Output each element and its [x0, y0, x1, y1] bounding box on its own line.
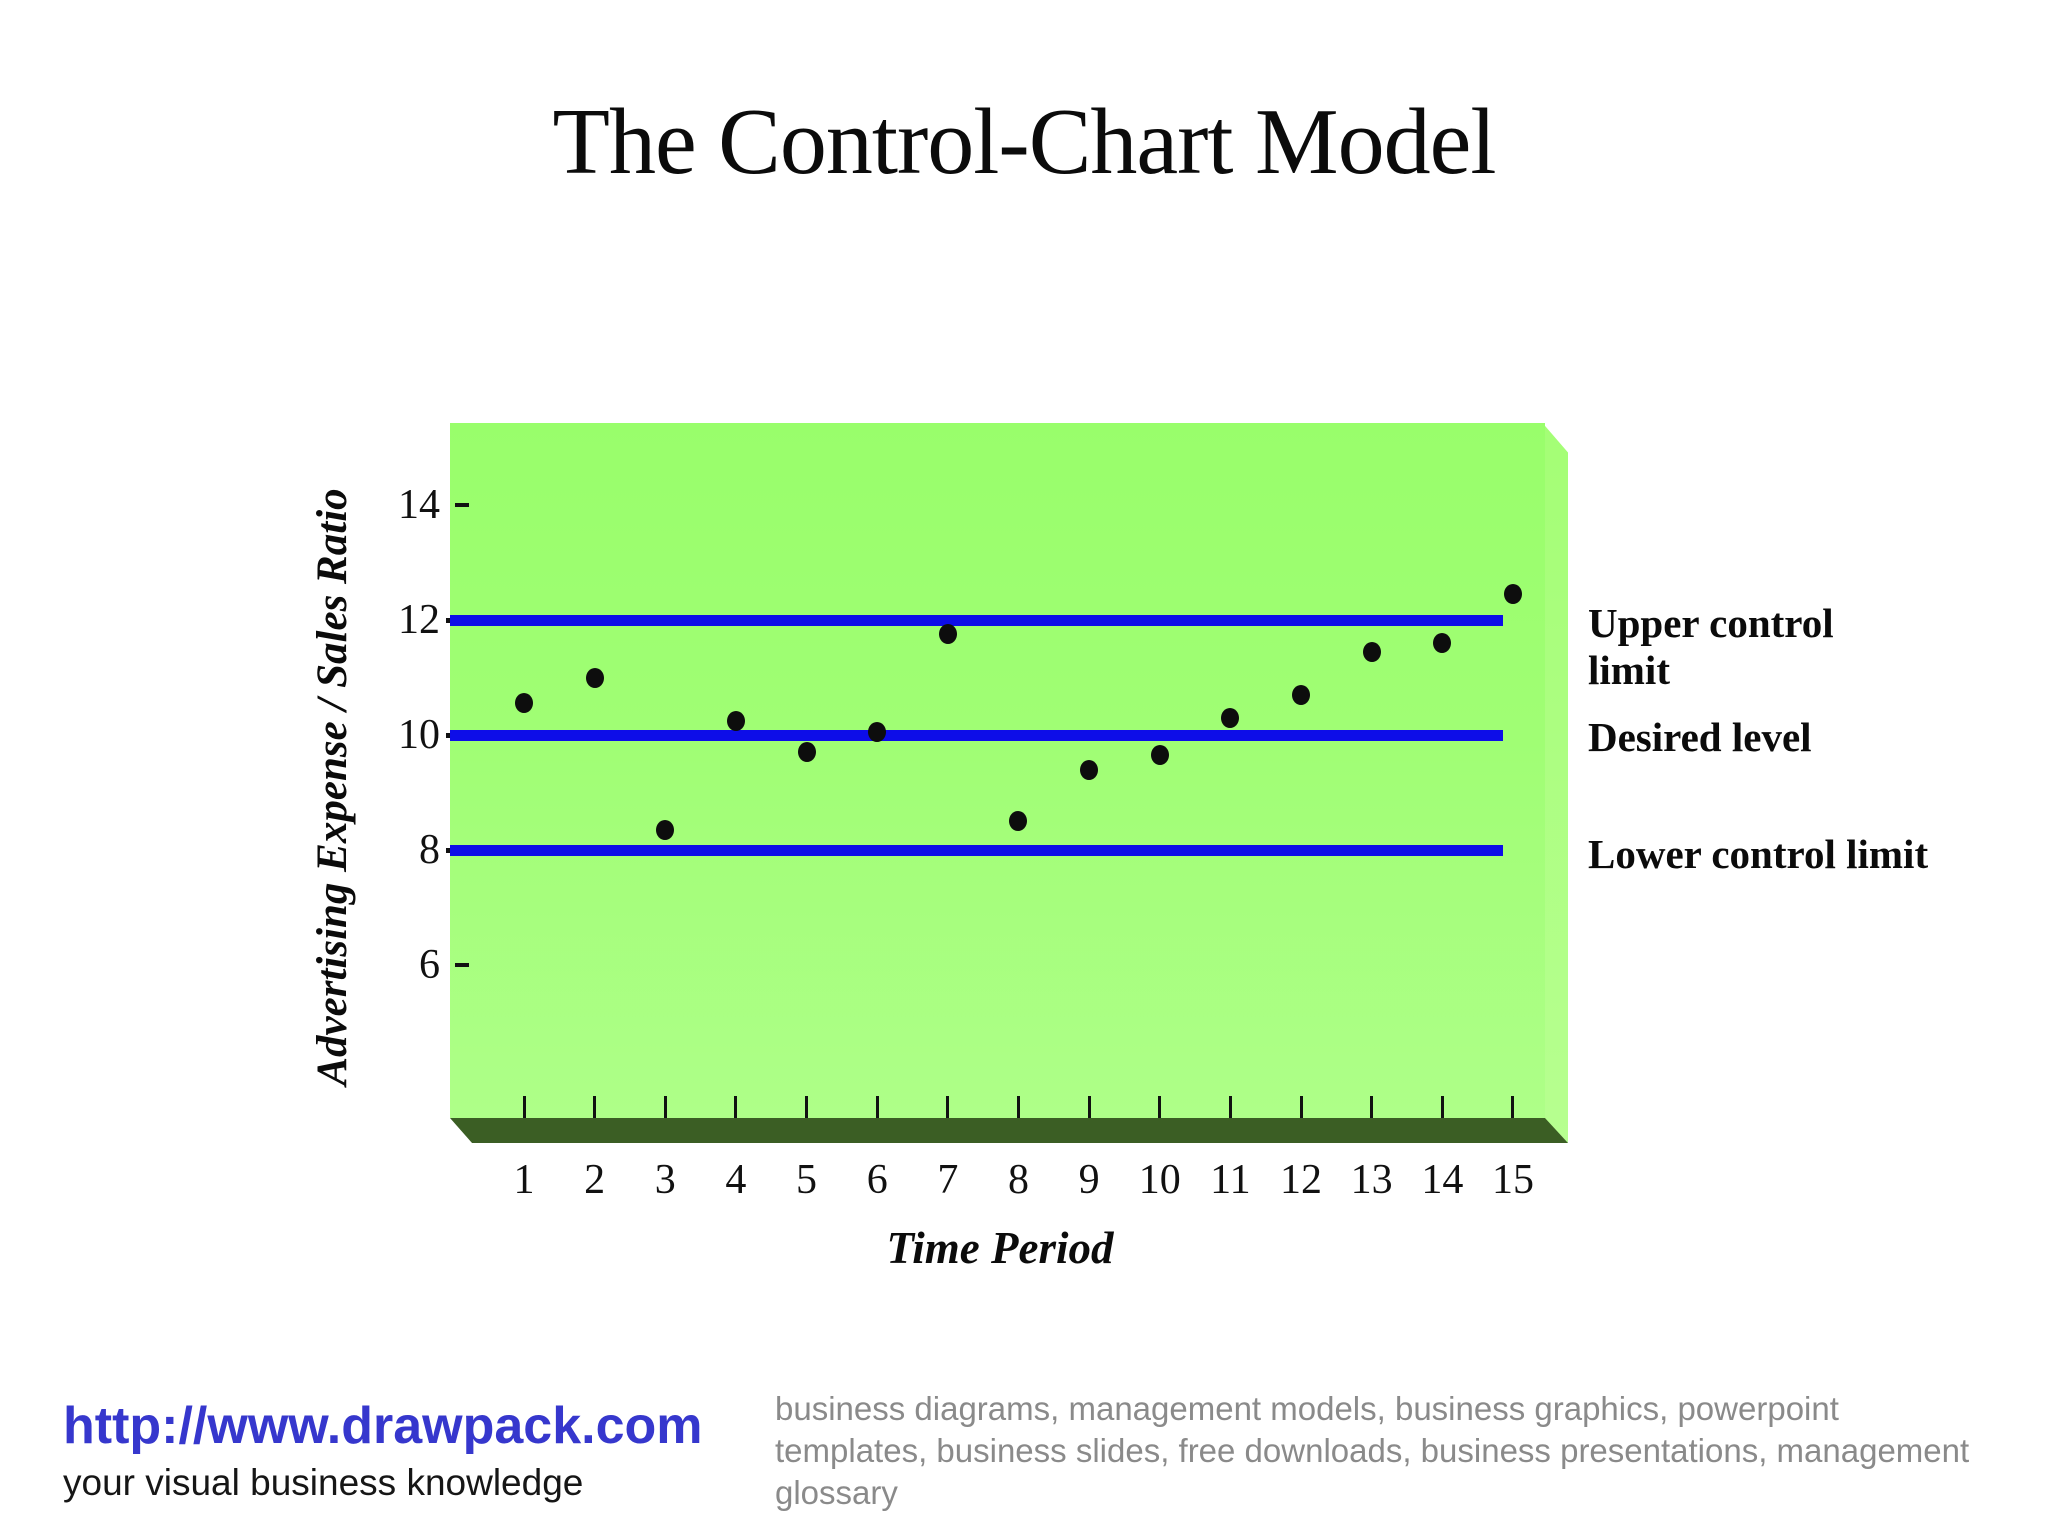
footer-keywords: business diagrams, management models, bu… [775, 1388, 1995, 1514]
y-axis-tick [455, 503, 469, 507]
footer-url-link[interactable]: http://www.drawpack.com [63, 1397, 703, 1455]
data-point-period-2 [585, 667, 604, 688]
x-tick-label: 9 [1078, 1157, 1100, 1203]
y-tick-label: 10 [398, 712, 440, 758]
x-tick-label: 5 [796, 1157, 818, 1203]
x-axis-tick [1228, 1096, 1232, 1118]
data-point-period-7 [938, 624, 957, 645]
x-axis-tick [1511, 1096, 1515, 1118]
x-axis-tick [734, 1096, 738, 1118]
x-axis-tick [1087, 1096, 1091, 1118]
page-title: The Control-Chart Model [552, 90, 1497, 194]
data-point-period-14 [1433, 633, 1452, 653]
footer-tagline: your visual business knowledge [63, 1462, 584, 1503]
y-tick-label: 14 [398, 482, 440, 528]
y-tick-label: 12 [398, 597, 440, 643]
plot-3d-bottom-bevel [450, 1118, 1568, 1143]
x-tick-label: 13 [1350, 1157, 1393, 1203]
data-point-period-10 [1150, 745, 1169, 766]
x-tick-label: 14 [1421, 1157, 1464, 1203]
data-point-period-8 [1009, 811, 1028, 832]
reference-line-label: Lower control limit [1588, 831, 1929, 877]
y-axis-title: Advertising Expense / Sales Ratio [309, 488, 356, 1086]
footer-keywords-line: glossary [775, 1474, 898, 1511]
data-point-period-11 [1221, 707, 1240, 728]
x-axis-tick [1299, 1096, 1303, 1118]
x-axis-tick [663, 1096, 667, 1118]
x-tick-label: 4 [725, 1157, 747, 1203]
data-point-period-15 [1503, 584, 1522, 605]
data-point-period-6 [868, 722, 887, 743]
y-tick-label: 8 [419, 827, 440, 873]
y-tick-label: 6 [419, 942, 440, 988]
x-axis-tick [522, 1096, 526, 1118]
plot-area [450, 423, 1545, 1118]
x-axis-tick [1158, 1096, 1162, 1118]
data-point-period-9 [1080, 759, 1099, 780]
x-axis-tick [1370, 1096, 1374, 1118]
x-tick-label: 8 [1007, 1157, 1029, 1203]
x-tick-label: 10 [1138, 1157, 1181, 1203]
x-tick-label: 11 [1210, 1157, 1251, 1203]
x-tick-label: 1 [513, 1157, 535, 1203]
reference-line-8 [450, 845, 1503, 856]
reference-line-label: Upper control limit [1588, 600, 1834, 693]
x-axis-tick [875, 1096, 879, 1118]
x-tick-label: 7 [937, 1157, 959, 1203]
plot-3d-right-face [1545, 425, 1568, 1143]
reference-line-10 [450, 730, 1503, 741]
x-tick-label: 12 [1280, 1157, 1323, 1203]
data-point-period-13 [1362, 641, 1381, 662]
x-tick-label: 6 [866, 1157, 888, 1203]
data-point-period-3 [656, 819, 675, 840]
x-axis-tick [946, 1096, 950, 1118]
y-axis-tick [455, 963, 469, 967]
data-point-period-4 [726, 710, 745, 731]
data-point-period-1 [515, 693, 533, 714]
x-tick-label: 2 [584, 1157, 606, 1203]
x-axis-tick [593, 1096, 597, 1118]
x-axis-title: Time Period [886, 1223, 1114, 1273]
footer-keywords-line: business diagrams, management models, bu… [775, 1390, 1839, 1427]
reference-line-label: Desired level [1588, 714, 1812, 760]
x-axis-tick [1440, 1096, 1444, 1118]
data-point-period-12 [1292, 684, 1311, 705]
x-tick-label: 3 [654, 1157, 676, 1203]
x-tick-label: 15 [1491, 1157, 1534, 1203]
x-axis-tick [1016, 1096, 1020, 1118]
reference-line-12 [450, 615, 1503, 626]
x-axis-tick [805, 1096, 809, 1118]
data-point-period-5 [797, 742, 816, 763]
footer-keywords-line: templates, business slides, free downloa… [775, 1432, 1970, 1469]
